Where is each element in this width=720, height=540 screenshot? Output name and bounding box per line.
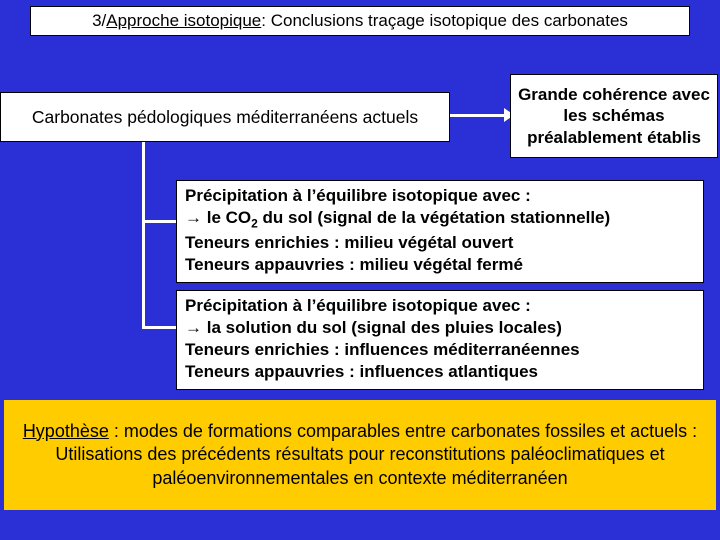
mid1-line2: → le CO2 du sol (signal de la végétation… — [185, 207, 695, 232]
mid2-line3: Teneurs enrichies : influences méditerra… — [185, 339, 695, 361]
mid1-rest: (signal de la végétation stationnelle) — [313, 208, 611, 227]
hypothesis-underline: Hypothèse — [23, 421, 109, 441]
carbonates-text: Carbonates pédologiques méditerranéens a… — [32, 107, 418, 128]
mid2-line1: Précipitation à l’équilibre isotopique a… — [185, 295, 695, 317]
connector-arrow-shaft — [450, 114, 510, 117]
coherence-text: Grande cohérence avec les schémas préala… — [517, 84, 711, 148]
title-prefix: 3/ — [92, 11, 106, 31]
mid1-line1: Précipitation à l’équilibre isotopique a… — [185, 185, 695, 207]
mid2-arrow: → — [185, 318, 207, 337]
precipitation-solution-box: Précipitation à l’équilibre isotopique a… — [176, 290, 704, 390]
hypothesis-box: Hypothèse : modes de formations comparab… — [4, 400, 716, 510]
hypothesis-line2: Utilisations des précédents résultats po… — [55, 444, 664, 487]
mid1-line3: Teneurs enrichies : milieu végétal ouver… — [185, 232, 695, 254]
title-suffix: : Conclusions traçage isotopique des car… — [261, 11, 628, 31]
coherence-box: Grande cohérence avec les schémas préala… — [510, 74, 718, 158]
connector-vertical — [142, 142, 145, 328]
slide-title-box: 3/ Approche isotopique : Conclusions tra… — [30, 6, 690, 36]
title-underlined: Approche isotopique — [106, 11, 261, 31]
hypothesis-line1-rest: : modes de formations comparables entre … — [109, 421, 697, 441]
connector-horizontal-1 — [142, 220, 176, 223]
precipitation-co2-box: Précipitation à l’équilibre isotopique a… — [176, 180, 704, 283]
mid2-line2: → la solution du sol (signal des pluies … — [185, 317, 695, 339]
hypothesis-text: Hypothèse : modes de formations comparab… — [14, 420, 706, 490]
mid1-sub2: 2 — [251, 216, 258, 230]
mid1-dusol: du sol — [258, 208, 313, 227]
mid1-line4: Teneurs appauvries : milieu végétal ferm… — [185, 254, 695, 276]
mid2-bold: la solution du sol — [207, 318, 347, 337]
mid2-line4: Teneurs appauvries : influences atlantiq… — [185, 361, 695, 383]
connector-horizontal-2 — [142, 326, 176, 329]
mid1-co: le CO — [207, 208, 251, 227]
carbonates-box: Carbonates pédologiques méditerranéens a… — [0, 92, 450, 142]
mid1-arrow: → — [185, 208, 207, 227]
mid2-rest: (signal des pluies locales) — [347, 318, 562, 337]
